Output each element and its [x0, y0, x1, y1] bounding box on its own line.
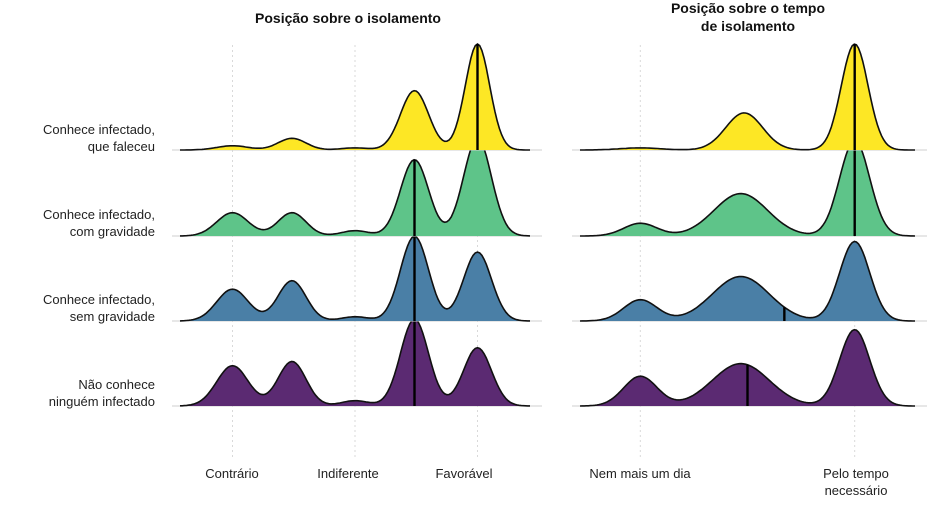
x-tick-label-pelo-tempo-line2: necessário	[825, 483, 888, 498]
row-label-1-line2: que faleceu	[88, 139, 155, 154]
ridge-fill-panel1-row3	[180, 236, 530, 321]
right-panel-title-line1: Posição sobre o tempo	[671, 0, 825, 16]
row-label-4-line1: Não conhece	[78, 377, 155, 392]
ridge-outline-panel1-row4	[180, 318, 530, 407]
right-panel-title-line2: de isolamento	[701, 18, 795, 34]
ridge-fill-panel1-row4	[180, 319, 530, 406]
x-tick-label-contrario: Contrário	[205, 466, 258, 481]
ridge-outline-panel1-row3	[179, 235, 530, 322]
row-label-1-line1: Conhece infectado,	[43, 122, 155, 137]
x-tick-label-pelo-tempo-line1: Pelo tempo	[823, 466, 889, 481]
ridge-outline-panel2-row3	[579, 240, 915, 322]
ridge-outline-panel1-row1	[180, 42, 530, 151]
row-label-2-line2: com gravidade	[70, 224, 155, 239]
x-tick-label-nem-mais-um-dia: Nem mais um dia	[589, 466, 691, 481]
ridge-outline-panel2-row1	[580, 43, 915, 151]
left-panel-title: Posição sobre o isolamento	[255, 10, 441, 26]
row-label-2-line1: Conhece infectado,	[43, 207, 155, 222]
x-tick-label-favoravel: Favorável	[435, 466, 492, 481]
ridge-fill-panel2-row1	[580, 44, 915, 150]
ridge-fill-panel1-row2	[180, 138, 530, 236]
x-tick-label-indiferente: Indiferente	[317, 466, 378, 481]
row-label-3-line2: sem gravidade	[70, 309, 155, 324]
ridge-fill-panel2-row3	[580, 241, 915, 321]
row-label-4-line2: ninguém infectado	[49, 394, 155, 409]
ridge-fill-panel1-row1	[180, 44, 530, 150]
row-label-3-line1: Conhece infectado,	[43, 292, 155, 307]
ridge-fill-panel2-row2	[580, 140, 915, 236]
